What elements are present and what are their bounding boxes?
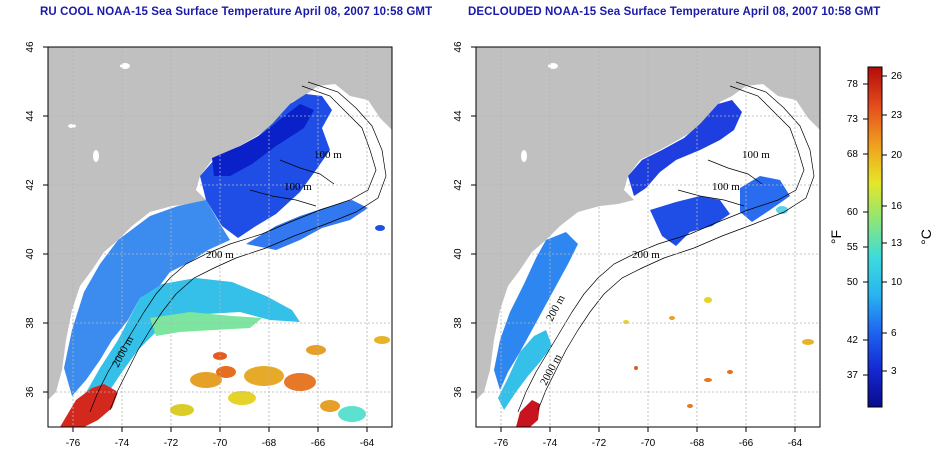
right-ytick: 46 (453, 41, 464, 53)
right-ytick: 42 (453, 179, 464, 191)
left-xtick: -64 (360, 438, 375, 449)
left-panel-title: RU COOL NOAA-15 Sea Surface Temperature … (40, 6, 433, 18)
left-xtick: -72 (164, 438, 179, 449)
right-xtick: -68 (690, 438, 705, 449)
right-ytick: 44 (453, 110, 464, 122)
colorbar-c-tick: 6 (891, 328, 897, 339)
right-label-100m-a: 100 m (742, 149, 770, 161)
right-grid (476, 47, 820, 427)
right-ytick: 40 (453, 248, 464, 260)
colorbar-c-tick: 23 (891, 110, 903, 121)
colorbar-c-tick: 20 (891, 150, 903, 161)
right-xtick: -64 (788, 438, 803, 449)
colorbar-f-tick: 50 (847, 277, 859, 288)
colorbar-f-tick: 55 (847, 242, 859, 253)
right-xtick: -72 (592, 438, 607, 449)
left-xtick: -76 (66, 438, 81, 449)
colorbar-c-tick: 16 (891, 201, 903, 212)
right-sst-coast (498, 330, 552, 410)
left-map: 100 m 100 m 200 m 2000 m -76 -74 -72 -70… (25, 41, 393, 449)
left-ytick: 44 (25, 110, 36, 122)
colorbar-c-tick: 26 (891, 71, 903, 82)
left-xtick: -66 (311, 438, 326, 449)
right-xtick: -70 (641, 438, 656, 449)
left-ytick: 40 (25, 248, 36, 260)
left-land (48, 47, 392, 400)
colorbar-celsius-label: °C (918, 229, 934, 245)
colorbar-f-tick: 60 (847, 207, 859, 218)
colorbar-f-tick: 68 (847, 149, 859, 160)
left-grid (48, 47, 392, 427)
right-label-200m-a: 200 m (632, 249, 660, 261)
right-sst-cold (628, 100, 742, 196)
right-xtick: -66 (739, 438, 754, 449)
left-isobaths (89, 81, 387, 413)
right-sst-shelf (494, 232, 578, 390)
colorbar-c-tick: 3 (891, 366, 897, 377)
left-sst-warm-patches (170, 225, 390, 422)
left-sst-shelf (64, 200, 230, 396)
right-isobaths (517, 81, 815, 413)
left-xtick: -70 (213, 438, 228, 449)
right-panel-title: DECLOUDED NOAA-15 Sea Surface Temperatur… (468, 6, 881, 18)
colorbar-c-tick: 13 (891, 238, 903, 249)
right-sst-cold3 (740, 176, 790, 222)
colorbar-f-tick: 37 (847, 370, 859, 381)
right-sst-gulfstream (516, 400, 540, 427)
colorbar-f-tick: 78 (847, 79, 859, 90)
left-ytick: 46 (25, 41, 36, 53)
colorbar: 78 73 68 60 55 50 42 37 26 23 20 16 13 1… (828, 66, 934, 408)
left-label-100m-b: 100 m (284, 181, 312, 193)
left-sst-mid (84, 278, 300, 410)
left-ytick: 38 (25, 317, 36, 329)
left-xtick: -74 (115, 438, 130, 449)
left-sst-deep (212, 104, 314, 176)
right-map: 100 m 100 m 200 m 200 m 2000 m -76 -74 -… (453, 41, 821, 449)
left-ytick: 36 (25, 386, 36, 398)
colorbar-gradient (867, 66, 883, 408)
left-sst-shelf2 (246, 200, 368, 250)
colorbar-f-tick: 73 (847, 114, 859, 125)
colorbar-c-tick: 10 (891, 277, 903, 288)
right-xtick: -74 (543, 438, 558, 449)
right-sst-cold2 (650, 196, 730, 246)
left-label-200m: 200 m (206, 249, 234, 261)
colorbar-f-tick: 42 (847, 335, 859, 346)
left-xtick: -68 (262, 438, 277, 449)
left-sst-gulfstream (60, 384, 118, 427)
colorbar-fahrenheit-label: °F (828, 230, 844, 244)
right-xtick: -76 (494, 438, 509, 449)
right-sst-specks (623, 206, 814, 408)
right-land (476, 47, 820, 400)
left-sst-band (150, 312, 262, 336)
right-ytick: 38 (453, 317, 464, 329)
left-ytick: 42 (25, 179, 36, 191)
right-ytick: 36 (453, 386, 464, 398)
right-label-100m-b: 100 m (712, 181, 740, 193)
left-label-100m-a: 100 m (314, 149, 342, 161)
